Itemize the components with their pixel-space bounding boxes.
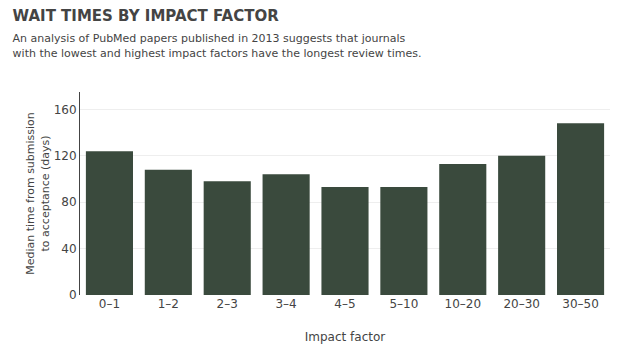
svg-text:160: 160 [54, 103, 77, 117]
svg-text:10–20: 10–20 [445, 297, 482, 311]
svg-text:Median time from submissionto: Median time from submissionto acceptance… [24, 112, 51, 275]
svg-text:Impact factor: Impact factor [305, 330, 386, 344]
svg-text:40: 40 [61, 242, 76, 256]
svg-text:3–4: 3–4 [275, 297, 296, 311]
svg-text:2–3: 2–3 [217, 297, 238, 311]
svg-text:80: 80 [61, 195, 76, 209]
svg-text:1–2: 1–2 [158, 297, 179, 311]
svg-text:30–50: 30–50 [562, 297, 599, 311]
svg-text:20–30: 20–30 [503, 297, 540, 311]
svg-text:WAIT TIMES BY IMPACT FACTOR: WAIT TIMES BY IMPACT FACTOR [13, 7, 280, 25]
svg-text:0–1: 0–1 [99, 297, 120, 311]
svg-text:0: 0 [69, 288, 77, 302]
svg-text:5–10: 5–10 [389, 297, 418, 311]
svg-text:An analysis of PubMed papers p: An analysis of PubMed papers published i… [13, 32, 422, 59]
svg-text:4–5: 4–5 [334, 297, 355, 311]
svg-text:120: 120 [54, 149, 77, 163]
